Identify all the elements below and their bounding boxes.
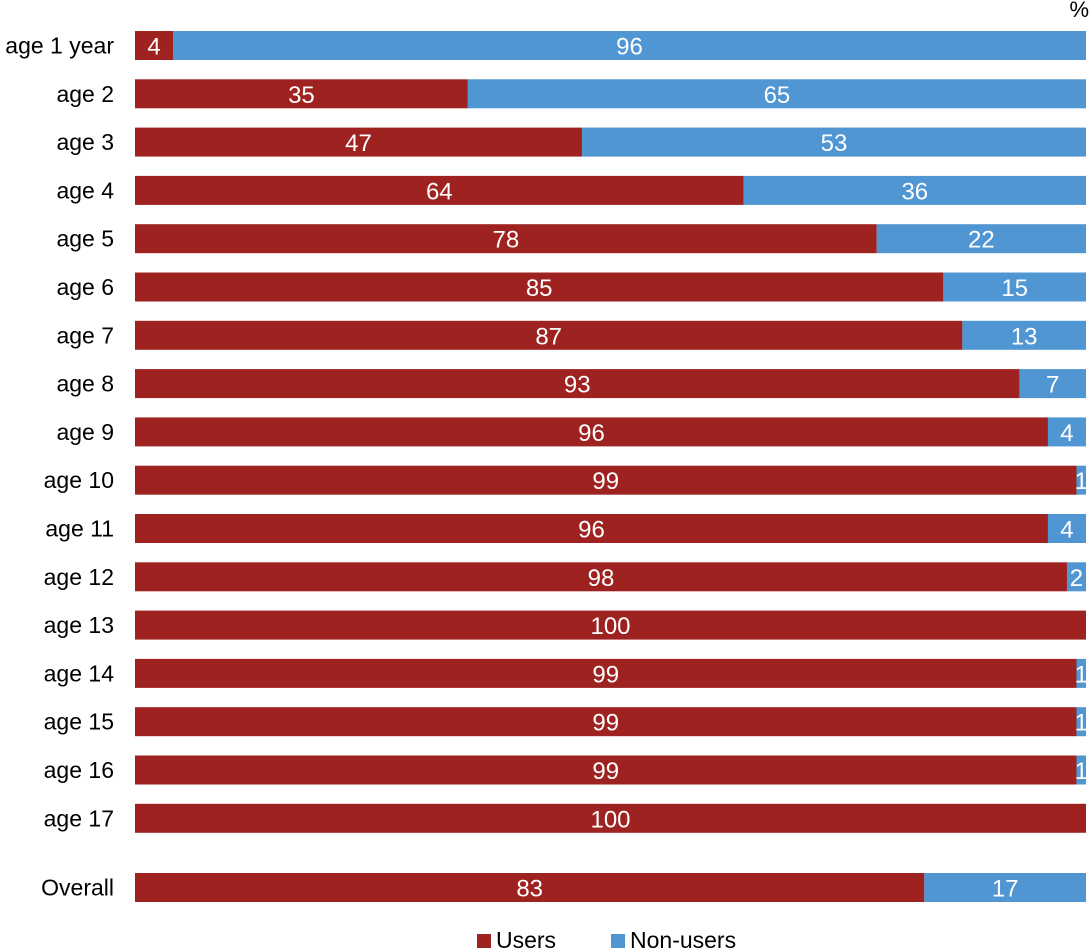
value-label-users-age-9: 96 <box>578 420 605 447</box>
value-label-users-age-17: 100 <box>590 806 630 833</box>
value-label-non-users-age-6: 15 <box>1001 275 1028 302</box>
value-label-users-age-16: 99 <box>592 758 619 785</box>
value-label-users-age-12: 98 <box>588 565 615 592</box>
value-label-users-age-13: 100 <box>590 613 630 640</box>
value-label-non-users-age-10: 1 <box>1075 468 1088 495</box>
category-label-overall: Overall <box>41 875 114 901</box>
bar-users-age-10 <box>135 465 1077 495</box>
value-label-non-users-age-2: 65 <box>764 82 791 109</box>
value-label-users-age-10: 99 <box>592 468 619 495</box>
unit-label: % <box>1069 0 1089 22</box>
category-label-age-14: age 14 <box>44 660 115 686</box>
category-label-age-10: age 10 <box>44 467 114 493</box>
bar-users-age-12 <box>135 562 1067 592</box>
category-label-age-15: age 15 <box>44 709 114 735</box>
value-label-users-age-8: 93 <box>564 372 591 399</box>
bar-users-age-14 <box>135 658 1077 688</box>
legend-label-non-users: Non-users <box>630 927 736 951</box>
legend: Users Non-users <box>477 927 736 951</box>
bar-users-age-4 <box>135 175 744 205</box>
bar-non-users-age-6 <box>943 272 1086 302</box>
value-label-users-age-4: 64 <box>426 178 453 205</box>
value-label-users-age-1-year: 4 <box>147 34 160 61</box>
bar-non-users-age-15 <box>1076 707 1086 737</box>
bar-non-users-age-7 <box>962 320 1086 350</box>
bar-non-users-age-9 <box>1047 417 1086 447</box>
bar-non-users-age-14 <box>1076 658 1086 688</box>
value-label-users-age-11: 96 <box>578 517 605 544</box>
value-label-users-age-7: 87 <box>535 323 562 350</box>
category-label-age-5: age 5 <box>56 226 114 252</box>
value-label-non-users-age-1-year: 96 <box>616 34 643 61</box>
category-label-age-1-year: age 1 year <box>5 33 114 59</box>
value-label-non-users-age-11: 4 <box>1060 517 1073 544</box>
value-label-non-users-age-9: 4 <box>1060 420 1073 447</box>
category-label-age-2: age 2 <box>56 81 114 107</box>
bar-users-age-2 <box>135 79 468 109</box>
value-label-users-age-6: 85 <box>526 275 553 302</box>
bar-non-users-age-12 <box>1066 562 1086 592</box>
bar-users-age-5 <box>135 224 877 254</box>
bar-users-age-7 <box>135 320 963 350</box>
bar-users-age-17 <box>135 803 1086 833</box>
legend-swatch-users <box>477 934 491 948</box>
bar-non-users-age-3 <box>581 127 1086 157</box>
bar-users-age-15 <box>135 707 1077 737</box>
bar-value-labels: 4 96 35 65 47 53 64 36 78 22 85 15 87 13 93 7 96 4 99 1 96 4 9… <box>147 34 1088 903</box>
legend-label-users: Users <box>496 927 556 951</box>
bar-non-users-age-16 <box>1076 755 1086 785</box>
bar-non-users-age-10 <box>1076 465 1086 495</box>
value-label-non-users-age-7: 13 <box>1011 323 1038 350</box>
legend-swatch-non-users <box>611 934 625 948</box>
bar-non-users-overall <box>924 873 1086 902</box>
bar-users-age-11 <box>135 514 1048 543</box>
value-label-non-users-age-14: 1 <box>1075 661 1088 688</box>
value-label-non-users-age-8: 7 <box>1046 372 1059 399</box>
category-label-age-11: age 11 <box>45 516 114 542</box>
value-label-non-users-age-5: 22 <box>968 227 995 254</box>
bar-users-age-1-year <box>135 31 174 60</box>
bar-non-users-age-1-year <box>173 31 1087 60</box>
bar-non-users-age-5 <box>876 224 1086 254</box>
bar-non-users-age-11 <box>1047 514 1086 543</box>
bar-users-age-3 <box>135 127 582 157</box>
category-label-age-7: age 7 <box>56 322 114 348</box>
category-label-age-3: age 3 <box>56 129 114 155</box>
value-label-users-age-5: 78 <box>493 227 520 254</box>
category-label-age-16: age 16 <box>44 757 114 783</box>
category-label-age-4: age 4 <box>56 177 114 203</box>
value-label-users-overall: 83 <box>516 876 543 903</box>
value-label-non-users-age-4: 36 <box>901 178 928 205</box>
bar-users-age-6 <box>135 272 944 302</box>
bar-non-users-age-8 <box>1019 369 1086 399</box>
category-label-age-6: age 6 <box>56 274 114 300</box>
category-label-age-8: age 8 <box>56 371 114 397</box>
value-label-non-users-age-3: 53 <box>821 130 848 157</box>
bar-users-age-16 <box>135 755 1077 785</box>
bar-users-age-13 <box>135 610 1086 640</box>
bar-non-users-age-2 <box>467 79 1087 109</box>
bars <box>135 31 1087 902</box>
value-label-users-age-15: 99 <box>592 710 619 737</box>
value-label-non-users-age-12: 2 <box>1070 565 1083 592</box>
value-label-users-age-14: 99 <box>592 661 619 688</box>
category-label-age-17: age 17 <box>44 805 114 831</box>
value-label-non-users-age-16: 1 <box>1075 758 1088 785</box>
value-label-users-age-2: 35 <box>288 82 315 109</box>
category-label-age-12: age 12 <box>44 564 114 590</box>
bar-users-age-9 <box>135 417 1048 447</box>
bar-users-age-8 <box>135 369 1020 399</box>
value-label-users-age-3: 47 <box>345 130 372 157</box>
category-labels: age 1 year age 2 age 3 age 4 age 5 age 6 age 7… <box>5 33 114 901</box>
category-label-age-13: age 13 <box>44 612 114 638</box>
value-label-non-users-age-15: 1 <box>1075 710 1088 737</box>
bar-users-overall <box>135 873 925 902</box>
category-label-age-9: age 9 <box>56 419 114 445</box>
value-label-non-users-overall: 17 <box>992 876 1019 903</box>
bar-non-users-age-4 <box>743 175 1086 205</box>
